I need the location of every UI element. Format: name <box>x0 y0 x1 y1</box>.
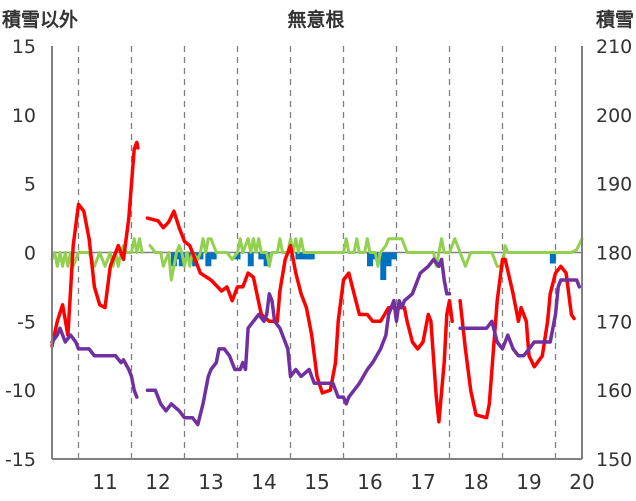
x-tick-label: 16 <box>357 470 382 494</box>
blue-bar <box>385 252 392 267</box>
x-tick-label: 18 <box>463 470 488 494</box>
y-right-axis-label: 積雪 <box>596 8 634 31</box>
y-right-tick-label: 190 <box>596 174 632 196</box>
blue-bar <box>308 252 315 260</box>
x-tick-label: 19 <box>516 470 541 494</box>
y-right-tick-label: 160 <box>596 380 632 402</box>
blue-bar <box>258 252 265 260</box>
y-left-tick-label: 10 <box>12 105 36 127</box>
x-tick-label: 13 <box>198 470 223 494</box>
y-right-tick-label: 200 <box>596 105 632 127</box>
y-left-tick-label: -15 <box>5 449 36 471</box>
y-right-tick-label: 170 <box>596 311 632 333</box>
x-tick-label: 15 <box>304 470 329 494</box>
blue-bar <box>390 252 397 260</box>
blue-bar <box>186 252 193 260</box>
blue-bar <box>210 252 217 260</box>
purple-series-line <box>458 278 582 358</box>
y-right-tick-label: 210 <box>596 36 632 58</box>
series-lines <box>50 140 584 427</box>
blue-bar <box>247 252 254 267</box>
blue-bar <box>295 252 302 260</box>
tick-labels: 15 10 5 0 -5 -10 -15 210 200 190 180 170 160 150 11 12 1… <box>5 36 632 494</box>
blue-bar <box>175 252 182 260</box>
red-series-line <box>145 209 454 424</box>
x-tick-label: 11 <box>92 470 117 494</box>
y-left-tick-label: 0 <box>24 243 36 265</box>
x-tick-label: 20 <box>569 470 594 494</box>
red-series-line <box>458 257 576 420</box>
blue-bar <box>367 252 373 267</box>
axes <box>51 46 583 460</box>
y-left-tick-label: 15 <box>12 36 36 58</box>
y-left-axis-label: 積雪以外 <box>2 8 78 31</box>
y-right-tick-label: 150 <box>596 449 632 471</box>
x-tick-label: 14 <box>251 470 276 494</box>
y-left-tick-label: -10 <box>5 380 36 402</box>
purple-series-line <box>50 326 139 399</box>
blue-bar <box>380 252 387 281</box>
y-left-tick-label: 5 <box>24 174 36 196</box>
chart-title: 無意根 <box>287 8 344 31</box>
x-tick-label: 17 <box>410 470 435 494</box>
blue-bar <box>300 252 307 260</box>
red-series-line <box>50 140 140 348</box>
purple-series-line <box>145 257 452 427</box>
blue-bar <box>549 252 556 264</box>
grid-lines <box>52 46 582 459</box>
y-left-tick-label: -5 <box>17 311 36 333</box>
y-right-tick-label: 180 <box>596 243 632 265</box>
x-tick-label: 12 <box>145 470 170 494</box>
blue-bar <box>205 252 212 267</box>
green-series-line <box>50 237 144 268</box>
blue-bar <box>234 252 241 260</box>
